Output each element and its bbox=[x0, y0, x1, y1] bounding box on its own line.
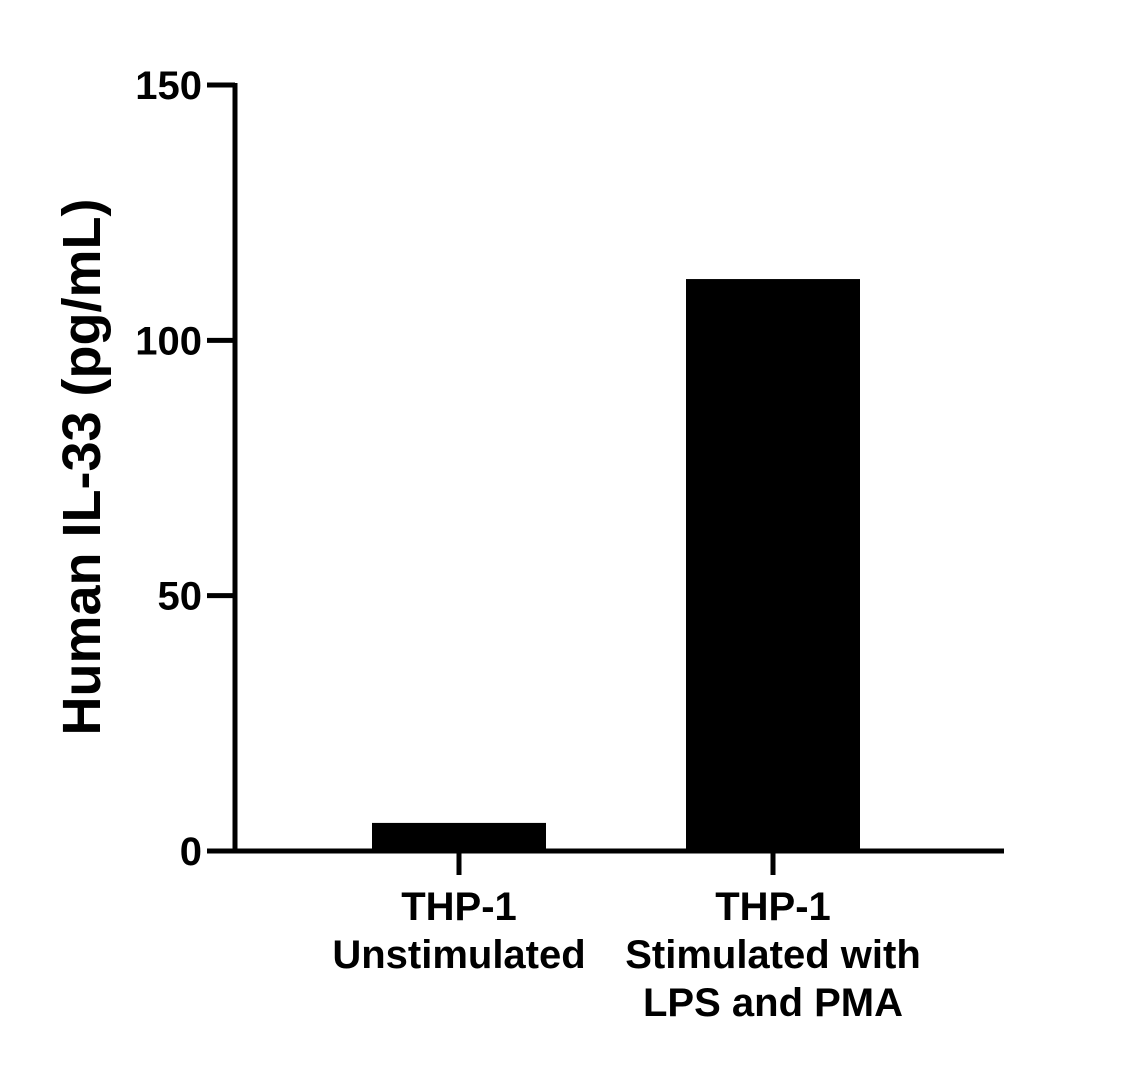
x-tick-label-line: THP-1 bbox=[715, 885, 831, 929]
y-ticks: 0 50 100 150 bbox=[135, 64, 235, 874]
bar-1 bbox=[372, 822, 546, 851]
x-tick-label-line: THP-1 bbox=[401, 885, 517, 929]
y-tick-label: 50 bbox=[158, 575, 203, 619]
x-tick-label-line: Unstimulated bbox=[332, 933, 585, 977]
x-tick-label: THP-1 Stimulated with LPS and PMA bbox=[625, 885, 921, 1025]
y-axis-title: Human IL-33 (pg/mL) bbox=[52, 199, 112, 736]
axes-layer bbox=[232, 83, 1004, 854]
y-tick-label: 100 bbox=[135, 319, 202, 363]
x-tick-label: THP-1 Unstimulated bbox=[332, 885, 585, 977]
bar-2 bbox=[686, 279, 860, 851]
y-tick-label: 150 bbox=[135, 64, 202, 108]
y-tick-label: 0 bbox=[180, 830, 202, 874]
bars-layer bbox=[372, 279, 860, 851]
x-tick-label-line: Stimulated with bbox=[625, 933, 921, 977]
x-tick-label-line: LPS and PMA bbox=[643, 981, 903, 1025]
